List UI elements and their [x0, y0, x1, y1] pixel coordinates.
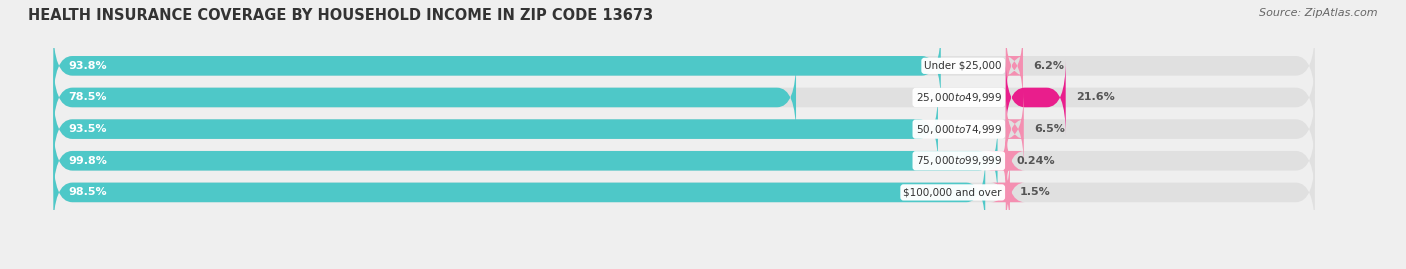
- FancyBboxPatch shape: [53, 155, 986, 230]
- FancyBboxPatch shape: [987, 123, 1025, 199]
- Text: 98.5%: 98.5%: [69, 187, 107, 197]
- Text: 21.6%: 21.6%: [1076, 93, 1115, 102]
- Text: $25,000 to $49,999: $25,000 to $49,999: [915, 91, 1002, 104]
- Text: HEALTH INSURANCE COVERAGE BY HOUSEHOLD INCOME IN ZIP CODE 13673: HEALTH INSURANCE COVERAGE BY HOUSEHOLD I…: [28, 8, 654, 23]
- FancyBboxPatch shape: [991, 155, 1025, 230]
- FancyBboxPatch shape: [53, 60, 1315, 135]
- Text: Source: ZipAtlas.com: Source: ZipAtlas.com: [1260, 8, 1378, 18]
- FancyBboxPatch shape: [53, 123, 997, 199]
- Legend: With Coverage, Without Coverage: With Coverage, Without Coverage: [575, 266, 831, 269]
- Text: 0.24%: 0.24%: [1017, 156, 1054, 166]
- Text: 6.5%: 6.5%: [1033, 124, 1064, 134]
- FancyBboxPatch shape: [53, 28, 941, 104]
- Text: 93.8%: 93.8%: [69, 61, 107, 71]
- FancyBboxPatch shape: [1005, 60, 1066, 135]
- FancyBboxPatch shape: [1005, 91, 1025, 167]
- Text: Under $25,000: Under $25,000: [925, 61, 1002, 71]
- Text: $100,000 and over: $100,000 and over: [904, 187, 1002, 197]
- Text: $75,000 to $99,999: $75,000 to $99,999: [915, 154, 1002, 167]
- Text: 6.2%: 6.2%: [1033, 61, 1064, 71]
- FancyBboxPatch shape: [1004, 28, 1025, 104]
- FancyBboxPatch shape: [53, 91, 1315, 167]
- FancyBboxPatch shape: [53, 60, 796, 135]
- Text: 93.5%: 93.5%: [69, 124, 107, 134]
- Text: 78.5%: 78.5%: [69, 93, 107, 102]
- FancyBboxPatch shape: [53, 123, 1315, 199]
- Text: $50,000 to $74,999: $50,000 to $74,999: [915, 123, 1002, 136]
- FancyBboxPatch shape: [53, 91, 938, 167]
- FancyBboxPatch shape: [53, 155, 1315, 230]
- Text: 99.8%: 99.8%: [69, 156, 107, 166]
- FancyBboxPatch shape: [53, 28, 1315, 104]
- Text: 1.5%: 1.5%: [1019, 187, 1050, 197]
